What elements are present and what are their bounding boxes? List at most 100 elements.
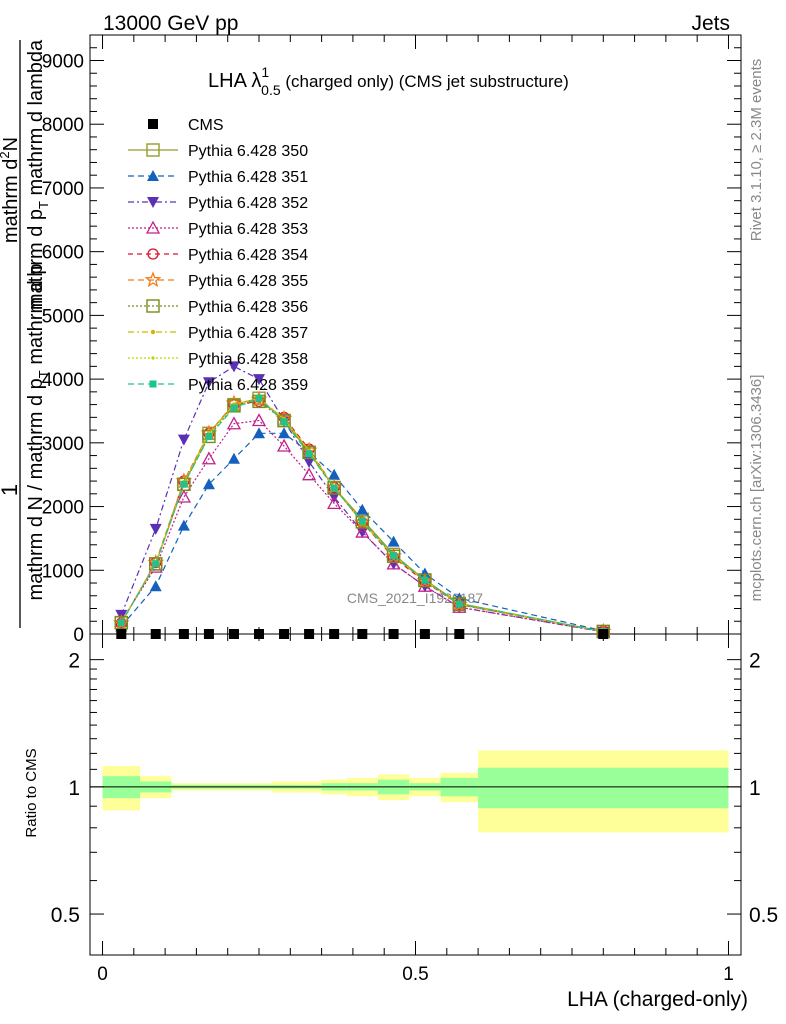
xtick-label-2: 1 (723, 964, 734, 985)
ylabel-big-den-sub: T (36, 201, 51, 209)
ratio-ytick-label-left-2: 2 (68, 650, 80, 673)
series-0-point-1 (150, 629, 161, 639)
ylabel-big-num-rest: N (0, 137, 22, 151)
plot-title-main: LHA λ (208, 70, 261, 92)
xtick-label-1: 0.5 (402, 964, 428, 985)
legend-marker-9 (151, 356, 155, 360)
series-0-point-9 (357, 629, 368, 639)
series-4-point-7 (301, 467, 317, 481)
series-7-point-2 (177, 477, 191, 491)
series-7-point-10 (386, 549, 401, 563)
series-0-point-11 (419, 629, 430, 639)
ratio-ytick-label-left-0: 0.5 (51, 904, 80, 927)
legend-marker-4 (145, 220, 161, 234)
series-10-point-3 (205, 432, 213, 440)
main-x-axis-ticks (102, 35, 729, 634)
legend-entry-5: Pythia 6.428 354 (128, 247, 308, 264)
series-4-point-4 (226, 416, 242, 430)
series-7-point-11 (418, 573, 432, 588)
series-6-point-10 (385, 547, 402, 564)
series-10-point-9 (358, 517, 366, 525)
ratio-band (102, 750, 729, 833)
series-10-point-10 (390, 552, 398, 560)
legend-label-3: Pythia 6.428 352 (188, 195, 308, 212)
series-3-point-7 (303, 456, 316, 468)
series-2-point-8 (328, 468, 341, 480)
series-line-4 (120, 419, 604, 633)
ylabel-big-num-sup: 2 (0, 151, 12, 158)
series-0-point-10 (388, 629, 399, 639)
main-ytick-label-3: 3000 (42, 434, 84, 455)
legend-entry-6: Pythia 6.428 355 (128, 271, 308, 290)
ylabel-big-numerator: mathrm d2N (0, 137, 22, 243)
series-2-point-1 (149, 580, 162, 592)
legend-marker-10 (149, 380, 157, 388)
legend-label-7: Pythia 6.428 356 (188, 299, 308, 316)
main-ytick-label-7: 7000 (42, 179, 84, 200)
legend-marker-5 (147, 248, 159, 260)
series-0-point-4 (228, 629, 239, 639)
ylabel-denominator: mathrm d N / mathrm d pT mathrm d p (25, 264, 51, 601)
main-ytick-label-2: 2000 (42, 498, 84, 519)
legend-entry-0: CMS (148, 117, 224, 134)
series-line-3 (120, 365, 604, 633)
series-6-point-9 (353, 513, 371, 530)
main-ytick-label-4: 4000 (42, 370, 84, 391)
series-3-point-2 (177, 434, 190, 446)
header-jets: Jets (691, 12, 730, 35)
ratio-ytick-label-right-0: 0.5 (749, 904, 778, 927)
legend-label-5: Pythia 6.428 354 (188, 247, 308, 264)
plot-title: LHA λ1 0.5 (charged only) (CMS jet substr… (208, 64, 569, 98)
series-0-point-0 (116, 629, 127, 639)
legend-label-6: Pythia 6.428 355 (188, 273, 308, 290)
main-y-axis: 0 1000 2000 3000 4000 5000 6000 7000 8000 9000 (42, 34, 741, 646)
series-3-point-1 (149, 523, 162, 535)
xtick-label-0: 0 (97, 964, 108, 985)
legend-label-8: Pythia 6.428 357 (188, 325, 308, 342)
series-4-point-9 (355, 524, 370, 538)
series-10-point-8 (330, 484, 338, 492)
series-7-point-7 (302, 445, 316, 460)
series-0-point-5 (254, 629, 265, 639)
series-3-point-4 (227, 361, 240, 373)
legend-label-2: Pythia 6.428 351 (188, 169, 308, 186)
series-10-point-2 (180, 480, 188, 488)
series-7-point-9 (355, 515, 369, 529)
legend-marker-0 (148, 119, 158, 129)
series-4-point-5 (251, 413, 267, 427)
legend-label-10: Pythia 6.428 359 (188, 377, 308, 394)
plot-title-sub: 0.5 (261, 82, 281, 98)
series-7-point-0 (114, 616, 128, 630)
ylabel-big-denominator: mathrm d pT mathrm d lambda (25, 39, 51, 310)
ratio-ytick-label-right-1: 1 (749, 777, 761, 800)
main-ytick-label-5: 5000 (42, 306, 84, 327)
series-10 (117, 394, 607, 635)
series-4-point-8 (327, 496, 342, 510)
series-2-point-4 (227, 452, 240, 464)
legend-marker-7 (146, 299, 160, 313)
series-7-point-12 (452, 597, 467, 612)
series-2-point-9 (356, 503, 369, 515)
series-4-point-2 (176, 489, 191, 503)
series-10-point-5 (255, 394, 263, 402)
legend-label-0: CMS (188, 117, 224, 134)
series-2-point-2 (177, 519, 190, 531)
series-3-point-5 (253, 374, 266, 386)
legend-entry-1: Pythia 6.428 350 (128, 143, 308, 160)
series-0-point-3 (203, 629, 214, 639)
legend-marker-6 (144, 271, 162, 288)
ratio-ylabel: Ratio to CMS (23, 748, 40, 837)
series-0-point-12 (454, 629, 465, 639)
series-6-point-12 (450, 595, 468, 612)
series-0-point-13 (598, 629, 609, 639)
series-2-point-3 (202, 478, 215, 490)
series-10-point-12 (455, 600, 463, 608)
series-0-point-6 (279, 629, 290, 639)
series-2-point-6 (278, 427, 291, 439)
main-ylabel: 1 mathrm d N / mathrm d pT mathrm d p ma… (0, 39, 51, 628)
series-2-point-5 (253, 427, 266, 439)
series-4-point-3 (201, 451, 217, 465)
ratio-ytick-label-right-2: 2 (749, 650, 761, 673)
series-10-point-7 (305, 450, 313, 458)
